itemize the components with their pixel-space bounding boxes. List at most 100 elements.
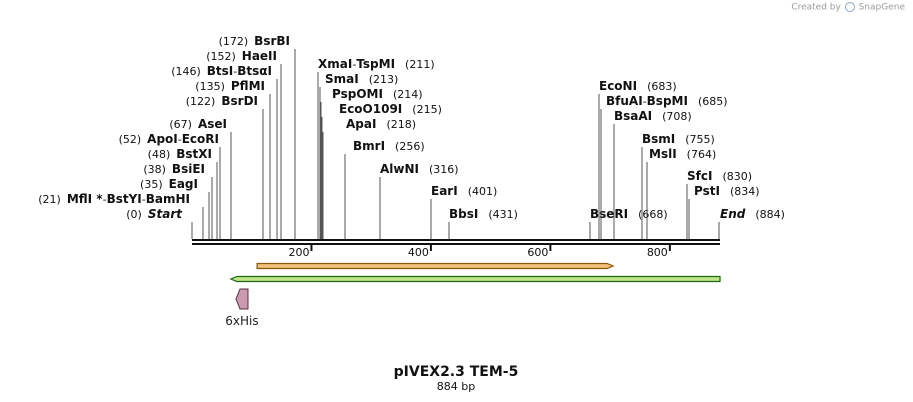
site-position: (685): [698, 95, 728, 108]
site-bsrbi[interactable]: (172) BsrBI: [219, 34, 296, 239]
enzyme-name: BseRI: [590, 207, 628, 221]
restriction-sites: (0) Start (21) MflI * - BstYI - BamHI(35) Ea…: [38, 34, 785, 239]
map-length: 884 bp: [437, 380, 475, 393]
site-position: (52): [119, 133, 142, 146]
site-position: (146): [171, 65, 201, 78]
map-title: pIVEX2.3 TEM-5: [394, 364, 519, 380]
enzyme-name: BmrI: [353, 139, 385, 153]
axis-tick-label: 200: [288, 246, 309, 259]
enzyme-name: BfuAI: [606, 94, 643, 108]
site-position: (211): [405, 58, 435, 71]
enzyme-name: PspOMI: [332, 87, 383, 101]
site-msli[interactable]: MslI (764): [646, 147, 717, 239]
enzyme-name: BtsI: [207, 64, 234, 78]
site-position: (172): [219, 35, 249, 48]
enzyme-name: PstI: [694, 184, 720, 198]
site-psti[interactable]: PstI (834): [688, 184, 760, 239]
site-mfli[interactable]: (21) MflI * - BstYI - BamHI: [38, 192, 204, 239]
site-sfci[interactable]: SfcI (830): [686, 169, 752, 239]
enzyme-name: XmaI: [318, 57, 352, 71]
site-btsi[interactable]: (146) BtsI - BtsαI: [171, 64, 278, 239]
enzyme-name: ApoI: [147, 132, 178, 146]
site-alwni[interactable]: AlwNI (316): [379, 162, 459, 239]
site-bsmi[interactable]: BsmI (755): [641, 132, 715, 239]
enzyme-name: MslI: [649, 147, 677, 161]
enzyme-name: EcoO109I: [339, 102, 402, 116]
site-eagi[interactable]: (35) EagI: [140, 177, 210, 239]
site-econi[interactable]: EcoNI (683): [598, 79, 677, 239]
site-separator: -: [103, 193, 107, 206]
site-smai[interactable]: SmaI (213): [319, 72, 398, 239]
site-asei[interactable]: (67) AseI: [169, 117, 232, 239]
enzyme-name: EcoNI: [599, 79, 637, 93]
enzyme-name: ApaI: [346, 117, 376, 131]
feature-label: 6xHis: [225, 314, 258, 328]
site-haeii[interactable]: (152) HaeII: [206, 49, 282, 239]
enzyme-name: SfcI: [687, 169, 712, 183]
site-position: (122): [186, 95, 216, 108]
enzyme-name: End: [720, 207, 746, 221]
site-apoi[interactable]: (52) ApoI - EcoRI: [119, 132, 221, 239]
site-eari[interactable]: EarI (401): [430, 184, 498, 239]
feature-green-orf[interactable]: [229, 275, 721, 283]
enzyme-name: SmaI: [325, 72, 359, 86]
enzyme-name: PflMI: [231, 79, 265, 93]
site-bfuai[interactable]: BfuAI - BspMI (685): [600, 94, 728, 239]
site-position: (316): [429, 163, 459, 176]
site-position: (830): [722, 170, 752, 183]
enzyme-name: EarI: [431, 184, 458, 198]
enzyme-name: EcoRI: [182, 132, 219, 146]
enzyme-name: AlwNI: [380, 162, 419, 176]
enzyme-name: EagI: [169, 177, 198, 191]
site-separator: -: [643, 95, 647, 108]
axis-ticks: 200 400 600 800: [288, 245, 671, 259]
site-pflmi[interactable]: (135) PflMI: [195, 79, 271, 239]
site-position: (668): [638, 208, 668, 221]
site-bsiei[interactable]: (38) BsiEI: [143, 162, 213, 239]
site-position: (38): [143, 163, 166, 176]
axis-tick-label: 600: [527, 246, 548, 259]
site-position: (683): [647, 80, 677, 93]
site-bsaai[interactable]: BsaAI (708): [613, 109, 692, 239]
features: 6xHis: [225, 262, 721, 328]
site-apai[interactable]: ApaI (218): [322, 117, 416, 239]
credit-text: Created by: [791, 2, 841, 13]
site-xmai[interactable]: XmaI - TspMI (211): [317, 57, 435, 239]
enzyme-name: BstYI: [107, 192, 142, 206]
enzyme-name: BsmI: [642, 132, 675, 146]
site-bseri[interactable]: BseRI (668): [589, 207, 668, 239]
credit-app: SnapGene: [858, 2, 905, 13]
site-position: (48): [148, 148, 171, 161]
site-position: (256): [395, 140, 425, 153]
site-separator: -: [233, 65, 237, 78]
site-position: (135): [195, 80, 225, 93]
site-ecoo109i[interactable]: EcoO109I (215): [321, 102, 442, 239]
site-position: (218): [386, 118, 416, 131]
site-end[interactable]: End (884): [718, 207, 785, 239]
site-bmri[interactable]: BmrI (256): [344, 139, 425, 239]
site-bstxi[interactable]: (48) BstXI: [148, 147, 218, 239]
site-position: (21): [38, 193, 61, 206]
site-start[interactable]: (0) Start: [126, 207, 193, 239]
site-position: (401): [468, 185, 498, 198]
site-position: (764): [687, 148, 717, 161]
enzyme-name: HaeII: [242, 49, 277, 63]
feature-orange-orf[interactable]: [256, 262, 615, 270]
enzyme-name: BspMI: [647, 94, 688, 108]
site-position: (755): [685, 133, 715, 146]
site-position: (215): [412, 103, 442, 116]
site-bbsi[interactable]: BbsI (431): [448, 207, 518, 239]
site-bsrdi[interactable]: (122) BsrDI: [186, 94, 264, 239]
site-position: (431): [488, 208, 518, 221]
site-pspomi[interactable]: PspOMI (214): [320, 87, 423, 239]
enzyme-name: BsrBI: [254, 34, 290, 48]
site-position: (884): [755, 208, 785, 221]
enzyme-name: BsaAI: [614, 109, 652, 123]
snapgene-credit: Created by SnapGene: [791, 2, 905, 13]
enzyme-name: Start: [148, 207, 183, 221]
feature-6xhis[interactable]: 6xHis: [225, 288, 259, 328]
enzyme-name: BtsαI: [237, 64, 272, 78]
enzyme-name: AseI: [198, 117, 227, 131]
site-separator: -: [142, 193, 146, 206]
